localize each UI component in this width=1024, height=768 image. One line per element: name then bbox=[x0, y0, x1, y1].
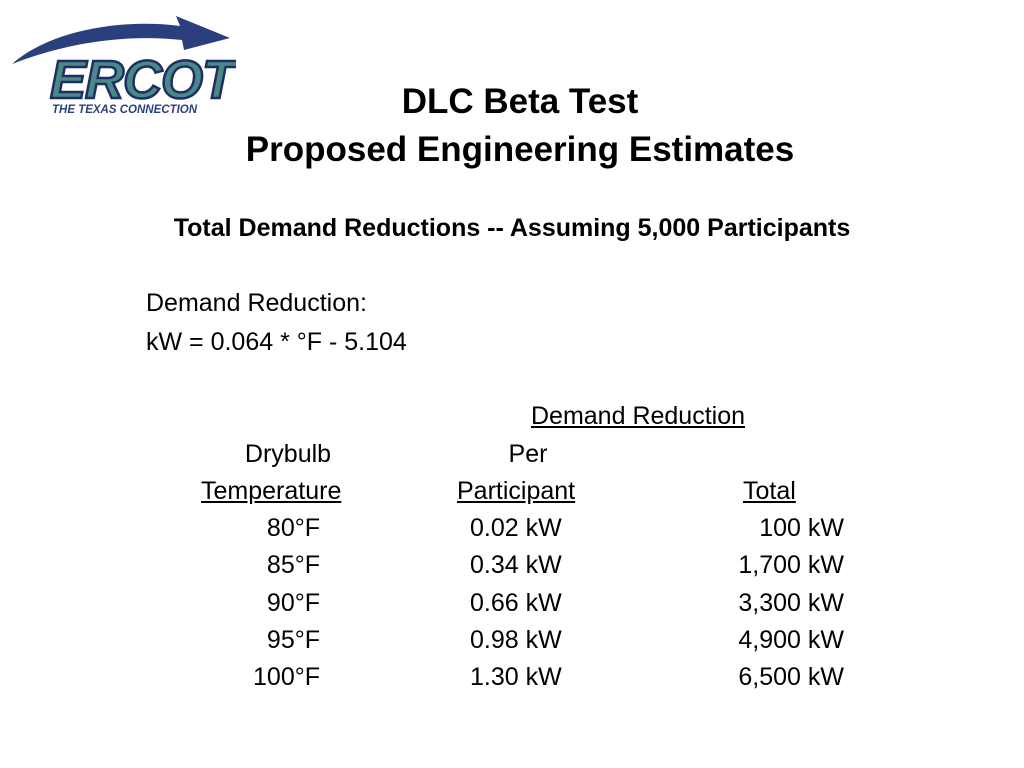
logo-tagline-text: THE TEXAS CONNECTION bbox=[52, 104, 198, 116]
per-participant-cell: 1.30 kW bbox=[470, 663, 562, 691]
logo-swoosh bbox=[12, 16, 230, 64]
ercot-logo-graphic: ERCOT THE TEXAS CONNECTION bbox=[12, 16, 236, 116]
ercot-logo: ERCOT THE TEXAS CONNECTION bbox=[8, 12, 236, 122]
total-cell: 3,300 kW bbox=[738, 589, 844, 617]
formula-label: Demand Reduction: bbox=[146, 289, 367, 317]
per-participant-cell: 0.98 kW bbox=[470, 626, 562, 654]
per-participant-cell: 0.66 kW bbox=[470, 589, 562, 617]
temperature-cell: 80°F bbox=[266, 514, 320, 542]
header-demand-reduction: Demand Reduction bbox=[531, 402, 746, 430]
temperature-cell: 90°F bbox=[266, 589, 320, 617]
temperature-cell: 85°F bbox=[266, 551, 320, 579]
page-title-line-2: Proposed Engineering Estimates bbox=[245, 130, 795, 169]
total-cell: 6,500 kW bbox=[738, 663, 844, 691]
total-cell: 4,900 kW bbox=[738, 626, 844, 654]
header-drybulb: Drybulb bbox=[244, 440, 332, 468]
subtitle: Total Demand Reductions -- Assuming 5,00… bbox=[173, 214, 851, 242]
header-total: Total bbox=[743, 477, 796, 505]
header-per: Per bbox=[508, 440, 548, 468]
per-participant-cell: 0.02 kW bbox=[470, 514, 562, 542]
total-cell: 1,700 kW bbox=[738, 551, 844, 579]
formula-equation: kW = 0.064 * °F - 5.104 bbox=[146, 328, 407, 356]
per-participant-cell: 0.34 kW bbox=[470, 551, 562, 579]
header-participant: Participant bbox=[457, 477, 576, 505]
page-title-line-1: DLC Beta Test bbox=[401, 82, 639, 121]
temperature-cell: 95°F bbox=[266, 626, 320, 654]
total-cell: 100 kW bbox=[759, 514, 844, 542]
logo-brand-text: ERCOT bbox=[50, 50, 236, 110]
temperature-cell: 100°F bbox=[253, 663, 320, 691]
header-temperature: Temperature bbox=[201, 477, 342, 505]
